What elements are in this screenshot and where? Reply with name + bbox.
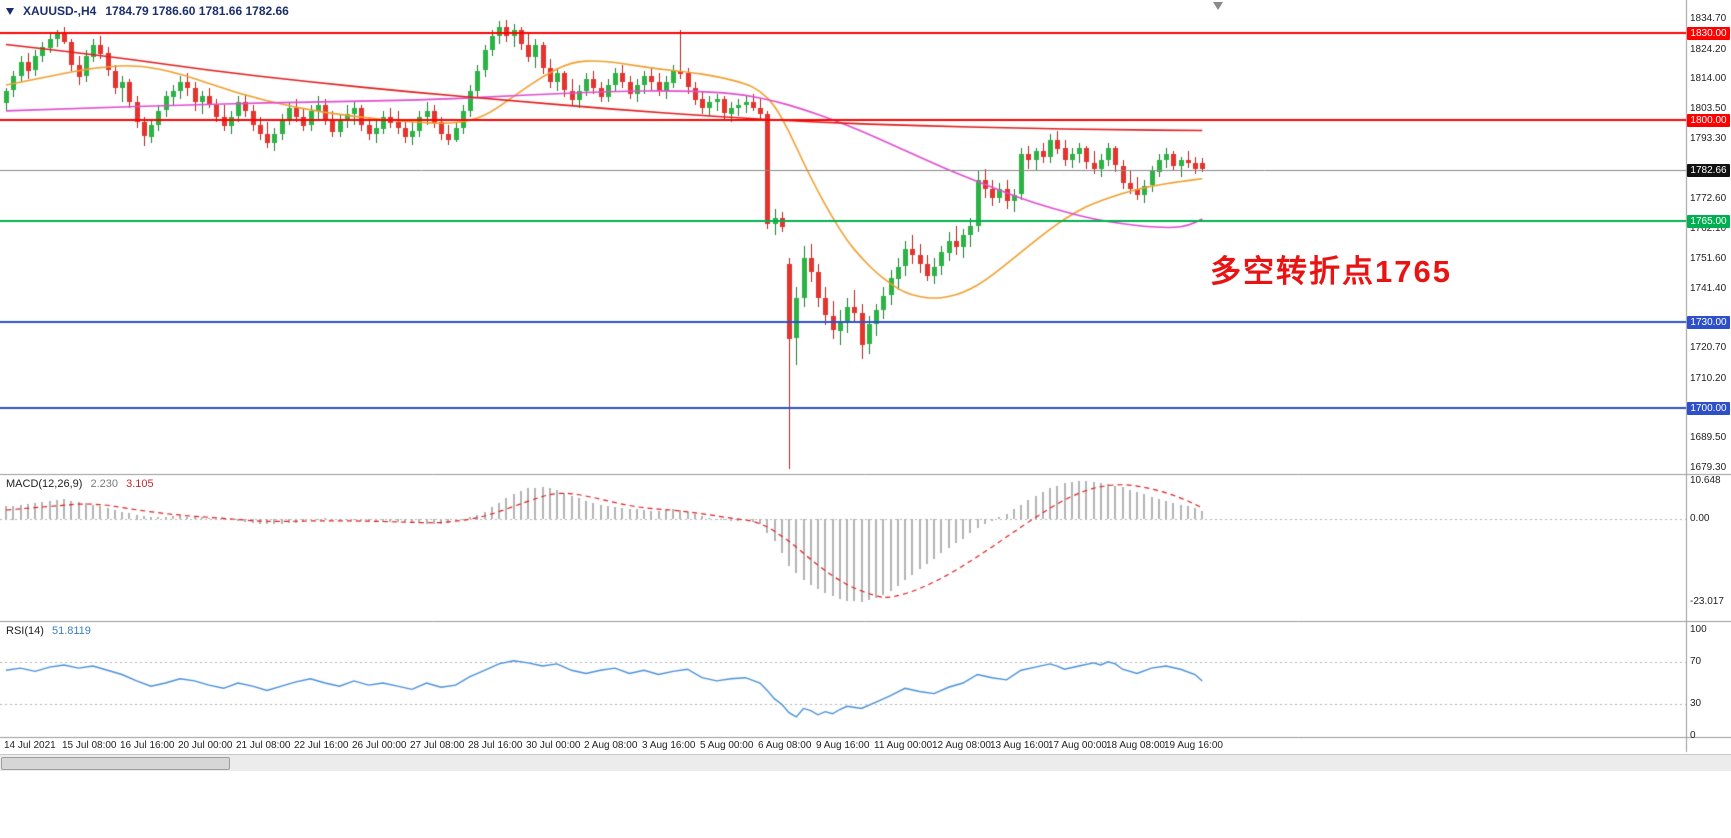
scroll-to-end-icon[interactable] bbox=[1213, 2, 1223, 10]
main-chart-area[interactable] bbox=[0, 0, 1686, 474]
symbol-marker-icon bbox=[6, 7, 14, 15]
macd-main-value: 2.230 bbox=[90, 478, 119, 490]
horizontal-scrollbar[interactable] bbox=[0, 754, 1731, 771]
chart-title: XAUUSD-,H4 1784.79 1786.60 1781.66 1782.… bbox=[6, 4, 289, 18]
macd-panel[interactable] bbox=[0, 474, 1686, 621]
rsi-indicator-label: RSI(14) 51.8119 bbox=[6, 625, 91, 637]
rsi-value: 51.8119 bbox=[51, 625, 91, 637]
ohlc-values: 1784.79 1786.60 1781.66 1782.66 bbox=[105, 4, 289, 18]
rsi-panel[interactable] bbox=[0, 621, 1686, 737]
rsi-name: RSI(14) bbox=[6, 625, 44, 637]
symbol-timeframe-label: XAUUSD-,H4 bbox=[23, 4, 97, 18]
macd-name: MACD(12,26,9) bbox=[6, 478, 83, 490]
chart-annotation-text: 多空转折点1765 bbox=[1210, 254, 1452, 289]
macd-indicator-label: MACD(12,26,9) 2.230 3.105 bbox=[6, 478, 154, 490]
macd-signal-value: 3.105 bbox=[126, 478, 154, 490]
scrollbar-thumb[interactable] bbox=[1, 757, 230, 770]
